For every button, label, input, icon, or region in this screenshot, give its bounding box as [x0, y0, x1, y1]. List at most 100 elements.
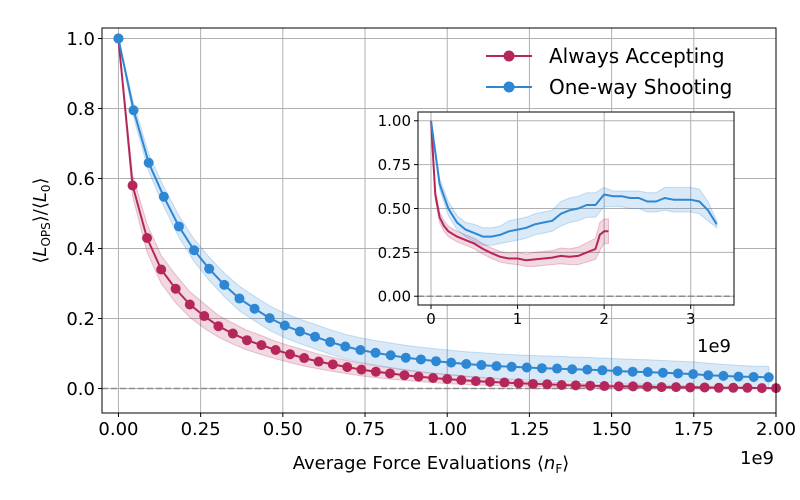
point-always-accepting	[342, 362, 353, 373]
point-always-accepting	[499, 377, 510, 388]
x-tick-label: 1.00	[427, 419, 467, 440]
point-one-way-shooting	[400, 352, 411, 363]
y-tick-label: 0.0	[66, 379, 95, 400]
inset-plot: 0 1 2 3 0.00 0.25 0.50 0.75 1.00 1e9	[378, 111, 735, 357]
point-always-accepting	[456, 375, 467, 386]
point-one-way-shooting	[370, 347, 381, 358]
legend-marker	[503, 81, 515, 93]
main-series-points	[113, 33, 781, 394]
point-always-accepting	[585, 380, 596, 391]
point-one-way-shooting	[158, 191, 169, 202]
point-always-accepting	[184, 299, 195, 310]
point-always-accepting	[542, 379, 553, 390]
inset-ticks: 0 1 2 3 0.00 0.25 0.50 0.75 1.00	[378, 112, 696, 328]
point-one-way-shooting	[294, 326, 305, 337]
point-always-accepting	[413, 371, 424, 382]
legend-label: Always Accepting	[549, 44, 725, 68]
point-always-accepting	[142, 233, 153, 243]
point-always-accepting	[627, 381, 638, 392]
point-one-way-shooting	[310, 331, 321, 342]
main-axes-frame	[101, 27, 777, 414]
point-always-accepting	[484, 376, 495, 387]
point-one-way-shooting	[627, 366, 638, 377]
point-always-accepting	[656, 382, 667, 393]
point-always-accepting	[270, 345, 281, 355]
point-one-way-shooting	[415, 354, 426, 365]
point-always-accepting	[756, 383, 767, 394]
x-tick-label: 0.50	[263, 419, 303, 440]
line-always-accepting	[430, 120, 609, 262]
point-always-accepting	[399, 370, 410, 381]
y-tick-label: 0.4	[66, 239, 95, 260]
x-tick-label: 1.75	[674, 419, 714, 440]
y-tick-label: 0.75	[378, 156, 411, 174]
point-always-accepting	[728, 382, 739, 393]
point-one-way-shooting	[597, 365, 608, 376]
point-always-accepting	[385, 368, 396, 379]
point-always-accepting	[241, 335, 252, 346]
y-tick-label: 0.6	[66, 169, 95, 190]
y-tick-label: 0.25	[378, 244, 411, 262]
legend-label: One-way Shooting	[549, 75, 732, 99]
point-always-accepting	[513, 378, 524, 389]
point-one-way-shooting	[748, 371, 759, 382]
point-always-accepting	[699, 382, 710, 393]
x-tick-label: 1.25	[509, 419, 549, 440]
inset-x-scale-label: 1e9	[697, 336, 731, 357]
point-one-way-shooting	[763, 372, 774, 383]
point-one-way-shooting	[234, 293, 245, 304]
inset-series-lines	[430, 120, 718, 262]
point-one-way-shooting	[506, 361, 517, 372]
y-tick-label: 0.50	[378, 200, 411, 218]
point-always-accepting	[671, 382, 682, 393]
point-one-way-shooting	[340, 341, 351, 352]
point-one-way-shooting	[536, 363, 547, 374]
point-always-accepting	[327, 359, 338, 370]
point-one-way-shooting	[476, 360, 487, 371]
point-one-way-shooting	[385, 350, 396, 361]
main-ticks: 0.00 0.25 0.50 0.75 1.00 1.25 1.50 1.75 2.000.00…	[66, 29, 796, 440]
main-plot: 0.00 0.25 0.50 0.75 1.00 1.25 1.50 1.75 2.000.00…	[30, 27, 796, 476]
x-axis-label: Average Force Evaluations ⟨nF⟩	[293, 453, 570, 476]
point-always-accepting	[613, 381, 624, 392]
point-one-way-shooting	[461, 359, 472, 369]
point-one-way-shooting	[189, 245, 200, 256]
point-one-way-shooting	[249, 303, 260, 314]
point-one-way-shooting	[688, 369, 699, 380]
x-tick-label: 0.00	[98, 419, 138, 440]
point-always-accepting	[156, 264, 167, 275]
point-always-accepting	[227, 328, 238, 339]
point-always-accepting	[285, 349, 296, 360]
point-always-accepting	[170, 283, 181, 294]
point-always-accepting	[213, 321, 224, 332]
x-tick-label: 2.00	[756, 419, 796, 440]
point-one-way-shooting	[582, 364, 593, 375]
x-tick-label: 0.75	[345, 419, 385, 440]
line-one-way-shooting	[430, 120, 718, 238]
point-always-accepting	[642, 381, 653, 392]
point-one-way-shooting	[113, 33, 124, 44]
y-tick-label: 1.00	[378, 112, 411, 130]
point-one-way-shooting	[567, 364, 578, 375]
x-tick-label: 0.25	[181, 419, 221, 440]
point-always-accepting	[442, 374, 453, 385]
point-one-way-shooting	[143, 157, 154, 168]
point-one-way-shooting	[325, 336, 336, 347]
y-tick-label: 0.00	[378, 288, 411, 306]
point-always-accepting	[127, 180, 138, 191]
x-tick-label: 1.50	[592, 419, 632, 440]
y-tick-label: 1.0	[66, 29, 95, 50]
point-always-accepting	[470, 376, 481, 387]
point-always-accepting	[199, 311, 210, 322]
x-tick-label: 0	[426, 310, 436, 328]
point-one-way-shooting	[718, 370, 729, 381]
x-scale-label: 1e9	[740, 448, 774, 469]
point-one-way-shooting	[204, 263, 215, 274]
point-always-accepting	[428, 373, 439, 383]
point-one-way-shooting	[446, 357, 457, 368]
point-always-accepting	[256, 340, 267, 351]
point-always-accepting	[370, 366, 381, 377]
point-always-accepting	[299, 353, 310, 364]
x-tick-label: 1	[513, 310, 523, 328]
